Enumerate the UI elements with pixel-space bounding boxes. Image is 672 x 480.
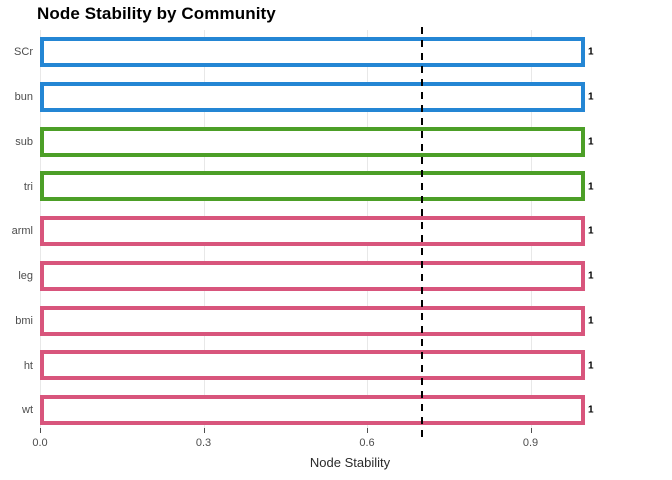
reference-line — [420, 27, 423, 440]
bar-sub — [40, 126, 585, 157]
x-tick-mark — [367, 428, 368, 433]
x-tick-mark — [530, 428, 532, 433]
bar-value-label: 1 — [588, 360, 594, 372]
bar-value-label: 1 — [588, 91, 594, 103]
y-axis-label: sub — [15, 135, 33, 148]
y-axis-label: bmi — [15, 314, 33, 327]
bar-value-label: 1 — [588, 270, 594, 282]
bar-row: tri 1 — [0, 164, 672, 209]
bar-row: ht 1 — [0, 343, 672, 388]
x-axis-title: Node Stability — [309, 455, 391, 470]
bar-value-label: 1 — [588, 404, 594, 416]
y-axis-label: SCr — [14, 46, 33, 59]
x-tick-mark — [40, 428, 41, 433]
y-axis-label: wt — [22, 404, 33, 417]
chart-title: Node Stability by Community — [37, 4, 276, 23]
bar-row: bmi 1 — [0, 299, 672, 344]
x-tick-label: 0.6 — [359, 437, 375, 449]
y-axis-label: bun — [14, 91, 33, 104]
bar-value-label: 1 — [588, 315, 594, 327]
bar-row: wt 1 — [0, 388, 672, 433]
bar-row: SCr 1 — [0, 30, 672, 75]
bar-row: sub 1 — [0, 120, 672, 165]
bar-row: bun 1 — [0, 75, 672, 120]
x-tick-label: 0.3 — [195, 437, 212, 449]
bar-arml — [40, 216, 585, 246]
bar-SCr — [40, 37, 585, 67]
y-axis-label: tri — [23, 180, 33, 193]
bar-value-label: 1 — [588, 46, 594, 58]
bar-ht — [40, 350, 585, 381]
bar-leg — [40, 260, 585, 291]
bar-bmi — [40, 305, 585, 336]
bar-value-label: 1 — [588, 181, 594, 193]
x-tick-label: 0.9 — [522, 437, 539, 449]
bar-value-label: 1 — [588, 225, 594, 237]
bar-row: arml 1 — [0, 209, 672, 254]
y-axis-label: arml — [11, 225, 33, 238]
bar-value-label: 1 — [588, 136, 594, 148]
x-tick-mark — [203, 428, 205, 433]
bar-row: leg 1 — [0, 254, 672, 299]
bar-wt — [40, 395, 585, 425]
x-tick-label: 0.0 — [32, 437, 48, 449]
bar-tri — [40, 171, 585, 202]
y-axis-label: ht — [23, 359, 33, 372]
bar-bun — [40, 81, 585, 112]
y-axis-label: leg — [18, 270, 33, 283]
